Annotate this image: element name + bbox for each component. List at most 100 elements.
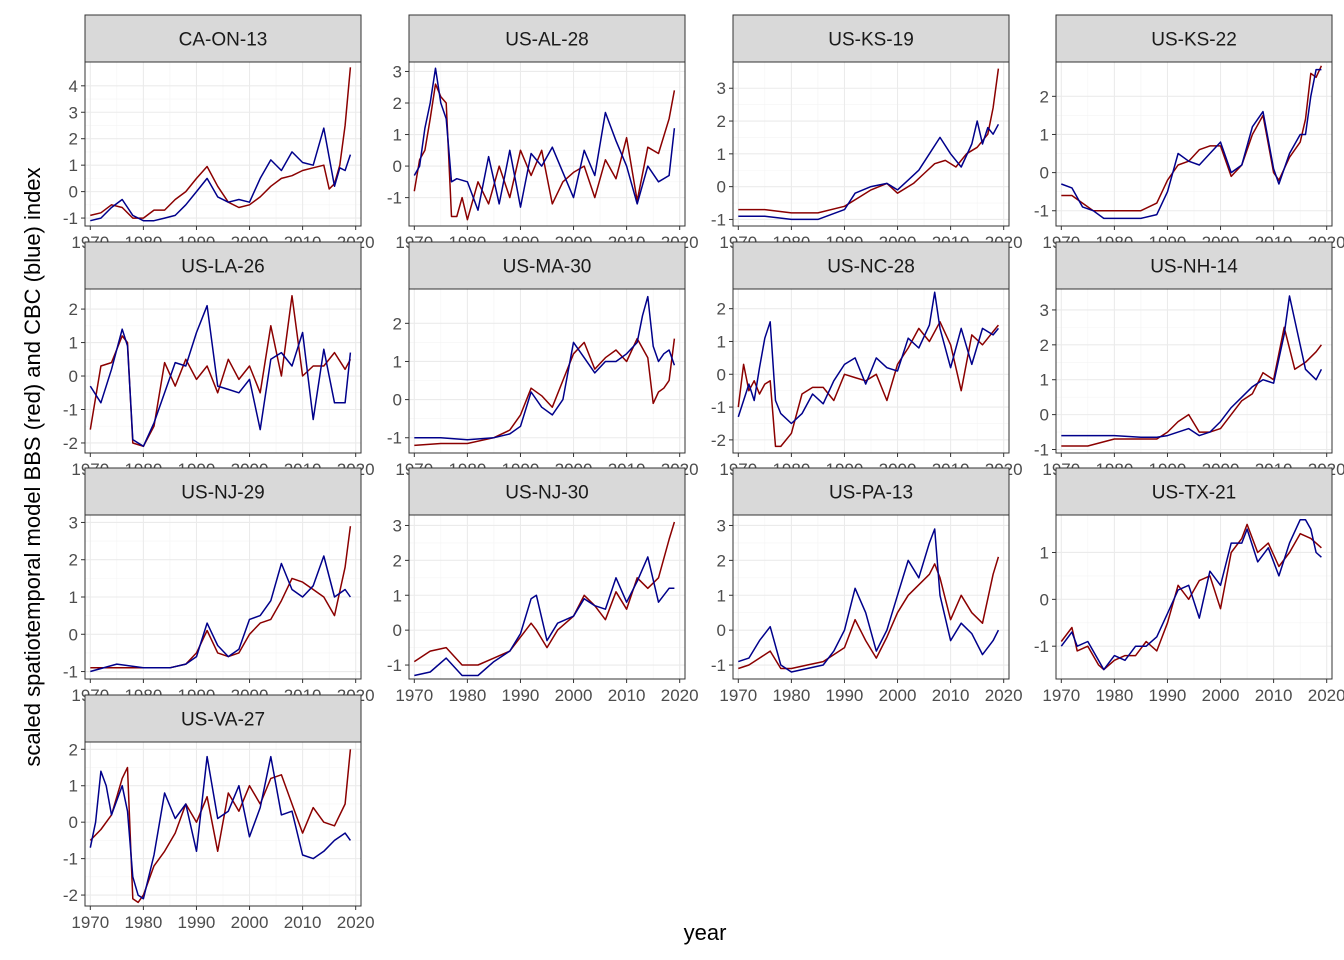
y-tick-label: 0 <box>393 391 402 410</box>
y-tick-label: 2 <box>393 551 402 570</box>
panel-border <box>84 741 362 907</box>
y-tick-label: 0 <box>69 813 78 832</box>
y-tick-label: 3 <box>717 79 726 98</box>
gridlines <box>409 515 685 679</box>
x-tick-label: 2010 <box>284 913 322 932</box>
y-tick-label: 1 <box>717 332 726 351</box>
panel-border <box>84 288 362 454</box>
facet-label: US-KS-22 <box>1151 30 1237 51</box>
facet-strip <box>84 241 362 290</box>
x-tick-label: 1990 <box>178 913 216 932</box>
y-tick-label: -1 <box>711 656 726 675</box>
facet-label: CA-ON-13 <box>179 30 268 51</box>
y-tick-label: 2 <box>69 740 78 759</box>
x-tick-label: 1970 <box>719 686 757 705</box>
facet-label: US-VA-27 <box>181 710 265 731</box>
facet-strip <box>408 241 686 290</box>
y-tick-label: 2 <box>69 130 78 149</box>
panel-border <box>408 61 686 227</box>
facet-panels: CA-ON-13-101234197019801990200020102020U… <box>63 14 1344 932</box>
panel-border <box>1055 61 1333 227</box>
series-line-cbc <box>89 304 352 448</box>
series-line-bbs <box>1060 523 1322 671</box>
y-tick-label: 2 <box>393 314 402 333</box>
series-line-cbc <box>414 295 676 441</box>
panel-border <box>408 288 686 454</box>
y-tick-label: -1 <box>387 656 402 675</box>
y-tick-label: 0 <box>69 183 78 202</box>
series-line-cbc <box>1061 68 1322 220</box>
gridlines <box>733 62 1009 226</box>
series-line-cbc <box>90 127 352 222</box>
x-tick-label: 2010 <box>608 686 646 705</box>
y-tick-label: 2 <box>717 112 726 131</box>
x-tick-label: 2000 <box>879 686 917 705</box>
facet-strip <box>1055 14 1333 63</box>
y-tick-label: 0 <box>1040 406 1049 425</box>
y-tick-label: 0 <box>69 625 78 644</box>
y-tick-label: 1 <box>1040 371 1049 390</box>
gridlines <box>1056 62 1332 226</box>
facet-strip <box>1055 241 1333 290</box>
y-tick-label: 3 <box>1040 301 1049 320</box>
y-tick-label: -1 <box>63 850 78 869</box>
facet-label: US-KS-19 <box>828 30 914 51</box>
y-tick-label: 0 <box>717 178 726 197</box>
facet-label: US-NH-14 <box>1150 257 1238 278</box>
facet-strip <box>84 14 362 63</box>
facet-us-pa-13: US-PA-13 -1 0 1 2 3 1970 1980 1990 2000 2010 2020 <box>711 467 1023 705</box>
y-tick-label: -2 <box>63 886 78 905</box>
x-tick-label: 2020 <box>1308 686 1344 705</box>
facet-strip <box>84 467 362 516</box>
x-tick-label: 1970 <box>71 913 109 932</box>
facet-label: US-LA-26 <box>181 257 264 278</box>
y-tick-label: 2 <box>1040 336 1049 355</box>
x-tick-label: 2020 <box>985 686 1023 705</box>
series-line-bbs <box>1061 65 1323 212</box>
x-tick-label: 1980 <box>772 686 810 705</box>
series-line-cbc <box>89 755 352 900</box>
panel-border <box>732 514 1010 680</box>
y-tick-label: 2 <box>393 94 402 113</box>
series-line-cbc <box>738 120 1000 221</box>
panel-border <box>84 61 362 227</box>
series-line-cbc <box>90 555 352 673</box>
facet-strip <box>732 467 1010 516</box>
y-tick-label: 0 <box>717 365 726 384</box>
y-tick-label: -1 <box>63 663 78 682</box>
facet-strip <box>732 14 1010 63</box>
gridlines <box>85 515 361 679</box>
series-line-bbs <box>1061 326 1322 447</box>
y-tick-label: 2 <box>1040 87 1049 106</box>
series-line-bbs <box>414 337 676 447</box>
x-tick-label: 1990 <box>1149 686 1187 705</box>
y-tick-label: 2 <box>69 300 78 319</box>
x-tick-label: 1970 <box>395 686 433 705</box>
series-line-cbc <box>738 528 1000 673</box>
series-line-cbc <box>1061 295 1323 439</box>
y-tick-label: -2 <box>63 434 78 453</box>
y-tick-label: -1 <box>387 429 402 448</box>
y-tick-label: 1 <box>393 126 402 145</box>
panel-border <box>408 514 686 680</box>
y-tick-label: -2 <box>711 431 726 450</box>
y-tick-label: 1 <box>393 586 402 605</box>
series-line-cbc <box>413 67 676 211</box>
x-tick-label: 2000 <box>231 913 269 932</box>
x-tick-label: 1990 <box>502 686 540 705</box>
y-tick-label: 0 <box>393 157 402 176</box>
facet-us-nj-30: US-NJ-30 -1 0 1 2 3 1970 1980 1990 2000 2010 2020 <box>387 467 699 705</box>
y-tick-label: 0 <box>393 621 402 640</box>
y-tick-label: 3 <box>69 513 78 532</box>
x-tick-label: 2000 <box>555 686 593 705</box>
facet-label: US-NJ-29 <box>181 483 264 504</box>
x-tick-label: 1980 <box>1095 686 1133 705</box>
x-tick-label: 2020 <box>337 913 375 932</box>
y-tick-label: 3 <box>69 103 78 122</box>
panel-border <box>732 61 1010 227</box>
y-tick-label: 0 <box>1040 590 1049 609</box>
